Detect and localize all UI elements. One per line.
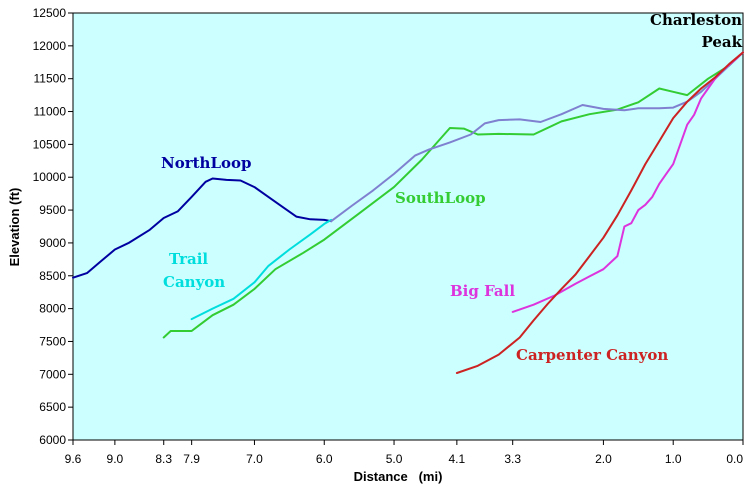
label-carpenter-canyon: Carpenter Canyon xyxy=(516,346,668,364)
label-northloop: NorthLoop xyxy=(161,154,252,172)
x-tick-label: 9.0 xyxy=(107,452,124,466)
y-tick-label: 6500 xyxy=(39,400,66,414)
x-tick-label: 2.0 xyxy=(595,452,612,466)
x-tick-label: 0.0 xyxy=(726,452,743,466)
x-tick-label: 7.9 xyxy=(183,452,200,466)
x-axis-title: Distance (mi) xyxy=(354,469,443,484)
label-big-fall: Big Fall xyxy=(450,282,515,300)
x-tick-label: 1.0 xyxy=(665,452,682,466)
label-canyon: Canyon xyxy=(163,273,225,291)
x-tick-label: 4.1 xyxy=(449,452,466,466)
label-trail: Trail xyxy=(169,250,208,268)
y-tick-label: 10000 xyxy=(33,170,67,184)
x-tick-label: 9.6 xyxy=(65,452,82,466)
series-line-connector-3 xyxy=(330,51,744,223)
label-charleston: Charleston xyxy=(650,11,742,29)
y-tick-label: 11500 xyxy=(34,72,67,86)
x-tick-label: 7.0 xyxy=(246,452,263,466)
y-axis: 6000 6500 7000 7500 8000 8500 9000 9500 10000 105… xyxy=(33,6,73,447)
label-peak: Peak xyxy=(701,33,742,51)
label-southloop: SouthLoop xyxy=(395,189,486,207)
series-line-northloop xyxy=(72,177,333,279)
y-axis-title: Elevation (ft) xyxy=(7,188,22,267)
y-tick-label: 9000 xyxy=(39,236,66,250)
series-line-trail-canyon xyxy=(190,218,333,321)
x-axis: 9.6 9.0 8.3 7.9 7.0 6.0 5.0 4.1 3.3 2.0 1.0 0.0 xyxy=(65,440,744,466)
x-tick-label: 3.3 xyxy=(504,452,521,466)
y-tick-label: 12500 xyxy=(33,6,67,20)
series-line-southloop xyxy=(162,51,744,339)
x-tick-label: 8.3 xyxy=(155,452,172,466)
series-line-big-fall xyxy=(511,51,744,313)
y-tick-label: 8500 xyxy=(39,269,66,283)
y-tick-label: 8000 xyxy=(39,302,66,316)
y-tick-label: 9500 xyxy=(39,203,66,217)
series-layer xyxy=(72,51,744,374)
y-tick-label: 11000 xyxy=(34,105,67,119)
y-tick-label: 7500 xyxy=(39,334,66,348)
x-tick-label: 5.0 xyxy=(386,452,403,466)
plot-background xyxy=(72,12,744,441)
y-tick-label: 12000 xyxy=(33,39,67,53)
y-tick-label: 6000 xyxy=(39,433,66,447)
y-tick-label: 7000 xyxy=(39,367,66,381)
y-tick-label: 10500 xyxy=(33,137,67,151)
series-line-carpenter-canyon xyxy=(455,51,744,374)
x-tick-label: 6.0 xyxy=(316,452,333,466)
